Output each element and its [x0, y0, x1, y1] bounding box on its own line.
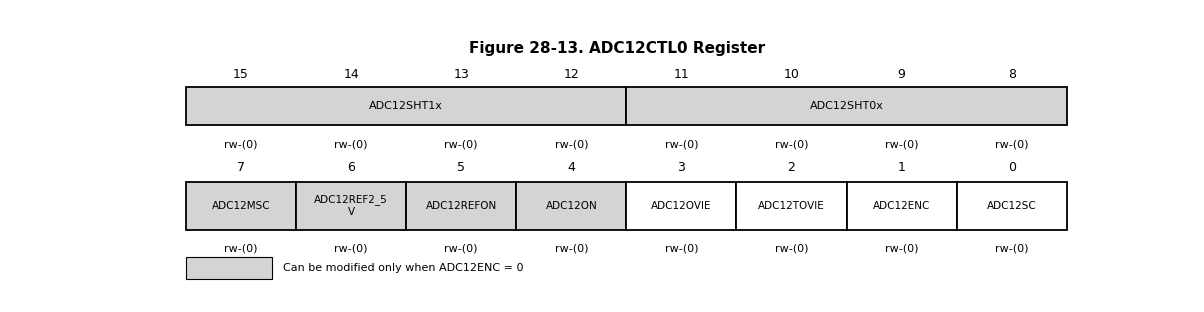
Text: 10: 10 — [784, 68, 799, 81]
Bar — [185, 87, 626, 125]
Bar — [626, 182, 737, 230]
Text: 2: 2 — [787, 161, 796, 174]
Text: ADC12ENC: ADC12ENC — [873, 201, 931, 211]
Text: 11: 11 — [673, 68, 690, 81]
Text: ADC12ON: ADC12ON — [545, 201, 597, 211]
Text: rw-(0): rw-(0) — [444, 139, 478, 149]
Text: Figure 28-13. ADC12CTL0 Register: Figure 28-13. ADC12CTL0 Register — [470, 41, 765, 56]
Text: ADC12MSC: ADC12MSC — [212, 201, 271, 211]
Text: rw-(0): rw-(0) — [995, 244, 1028, 254]
Bar — [185, 257, 272, 279]
Text: rw-(0): rw-(0) — [224, 139, 258, 149]
Bar — [846, 182, 957, 230]
Bar — [737, 182, 846, 230]
Bar — [957, 182, 1067, 230]
Text: 0: 0 — [1008, 161, 1016, 174]
Text: rw-(0): rw-(0) — [335, 139, 368, 149]
Text: 1: 1 — [898, 161, 905, 174]
Text: ADC12TOVIE: ADC12TOVIE — [759, 201, 825, 211]
Text: ADC12REF2_5
V: ADC12REF2_5 V — [314, 194, 388, 217]
Text: ADC12SHT1x: ADC12SHT1x — [370, 101, 443, 111]
Text: rw-(0): rw-(0) — [665, 139, 698, 149]
Text: 3: 3 — [678, 161, 685, 174]
Text: rw-(0): rw-(0) — [665, 244, 698, 254]
Text: 6: 6 — [347, 161, 355, 174]
Text: 8: 8 — [1008, 68, 1016, 81]
Text: rw-(0): rw-(0) — [444, 244, 478, 254]
Text: 9: 9 — [898, 68, 905, 81]
Text: 15: 15 — [234, 68, 249, 81]
Text: 13: 13 — [454, 68, 470, 81]
Text: 7: 7 — [237, 161, 244, 174]
Text: 12: 12 — [563, 68, 579, 81]
Bar — [185, 182, 296, 230]
Text: ADC12OVIE: ADC12OVIE — [651, 201, 712, 211]
Text: ADC12SHT0x: ADC12SHT0x — [809, 101, 884, 111]
Text: rw-(0): rw-(0) — [885, 139, 919, 149]
Text: rw-(0): rw-(0) — [555, 244, 588, 254]
Text: ADC12SC: ADC12SC — [987, 201, 1037, 211]
Text: ADC12REFON: ADC12REFON — [425, 201, 497, 211]
Text: rw-(0): rw-(0) — [555, 139, 588, 149]
Text: 5: 5 — [458, 161, 465, 174]
Text: rw-(0): rw-(0) — [995, 139, 1028, 149]
Text: rw-(0): rw-(0) — [775, 244, 808, 254]
Text: Can be modified only when ADC12ENC = 0: Can be modified only when ADC12ENC = 0 — [283, 263, 524, 273]
Bar — [517, 182, 626, 230]
Text: rw-(0): rw-(0) — [224, 244, 258, 254]
Text: rw-(0): rw-(0) — [335, 244, 368, 254]
Text: rw-(0): rw-(0) — [885, 244, 919, 254]
Text: 4: 4 — [567, 161, 576, 174]
Text: rw-(0): rw-(0) — [775, 139, 808, 149]
Bar — [296, 182, 406, 230]
Text: 14: 14 — [343, 68, 359, 81]
Bar — [626, 87, 1067, 125]
Bar — [406, 182, 517, 230]
